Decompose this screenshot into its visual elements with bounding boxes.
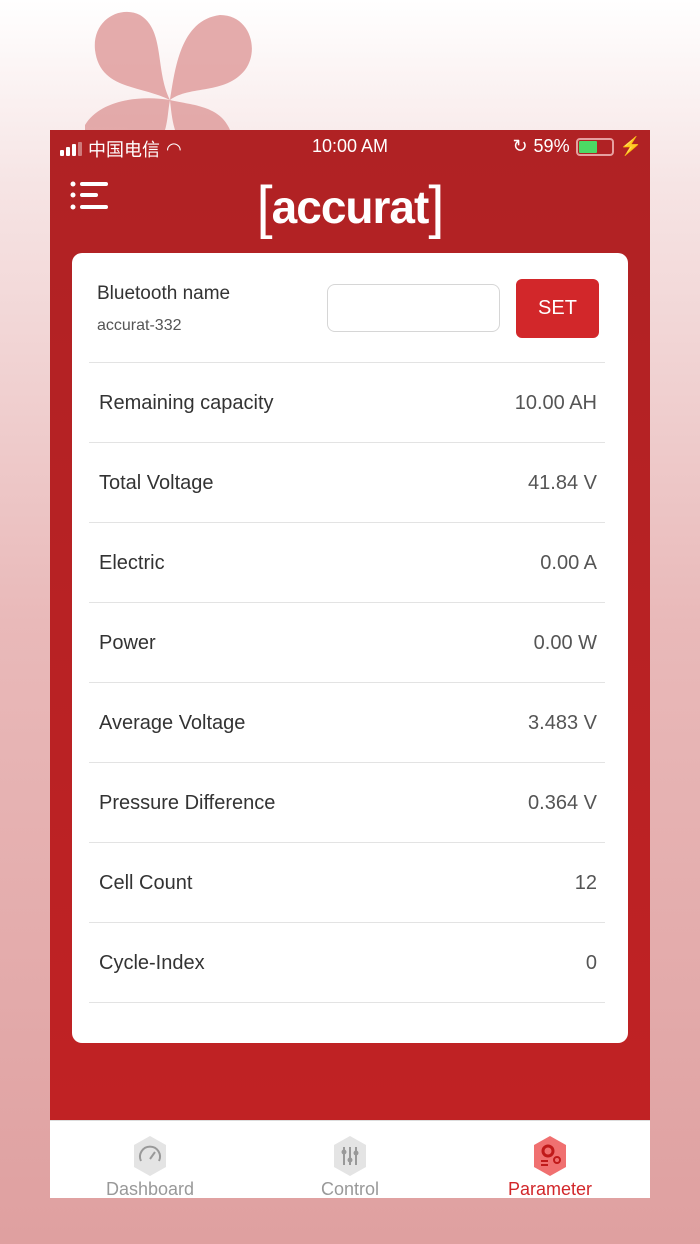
app-screen: 中国电信 ◠ 10:00 AM ↻ 59% ⚡ [accurat] Blueto… bbox=[50, 130, 650, 1120]
parameter-label: Electric bbox=[99, 552, 165, 574]
sliders-icon bbox=[334, 1136, 366, 1176]
tab-label: Dashboard bbox=[105, 1179, 195, 1199]
parameter-value: 41.84 V bbox=[528, 472, 597, 494]
time: 10:00 AM bbox=[311, 136, 389, 156]
parameter-row: Pressure Difference 0.364 V bbox=[89, 763, 605, 843]
tab-parameter[interactable]: Parameter bbox=[450, 1121, 650, 1199]
parameter-value: 0.00 A bbox=[540, 552, 597, 574]
parameter-label: Power bbox=[99, 632, 156, 654]
bluetooth-name-label: Bluetooth name bbox=[97, 283, 231, 304]
parameter-card: Bluetooth name accurat-332 SET Remaining… bbox=[72, 253, 628, 1043]
parameter-value: 10.00 AH bbox=[514, 392, 597, 414]
parameter-value: 0.00 W bbox=[533, 632, 597, 654]
tab-dashboard[interactable]: Dashboard bbox=[50, 1121, 250, 1199]
battery-icon bbox=[575, 137, 614, 156]
parameter-value: 3.483 V bbox=[528, 712, 597, 734]
parameter-label: Total Voltage bbox=[99, 472, 214, 494]
bluetooth-name-section: Bluetooth name accurat-332 SET bbox=[89, 253, 605, 363]
parameter-row: Electric 0.00 A bbox=[89, 523, 605, 603]
parameter-row: Power 0.00 W bbox=[89, 603, 605, 683]
menu-icon[interactable] bbox=[70, 180, 110, 214]
gauge-icon bbox=[134, 1136, 166, 1176]
fan-logo-decoration bbox=[85, 11, 252, 130]
parameter-label: Cycle-Index bbox=[99, 952, 205, 974]
parameter-label: Pressure Difference bbox=[99, 792, 276, 814]
bluetooth-name-input[interactable] bbox=[327, 284, 500, 332]
parameter-label: Average Voltage bbox=[99, 712, 246, 734]
tab-label: Control bbox=[320, 1179, 380, 1199]
tab-control[interactable]: Control bbox=[250, 1121, 450, 1199]
tab-bar: Dashboard Control Parameter bbox=[50, 1120, 650, 1199]
parameter-label: Remaining capacity bbox=[99, 392, 274, 414]
parameter-value: 12 bbox=[574, 872, 597, 894]
parameter-row: Cycle-Index 0 bbox=[89, 923, 605, 1003]
parameter-label: Cell Count bbox=[99, 872, 193, 894]
charging-icon: ⚡ bbox=[619, 136, 642, 156]
battery-percent: 59% bbox=[533, 136, 570, 156]
tab-label: Parameter bbox=[507, 1179, 593, 1199]
status-bar: 中国电信 ◠ 10:00 AM ↻ 59% ⚡ bbox=[50, 130, 650, 162]
rotation-lock-icon: ↻ bbox=[512, 136, 528, 156]
parameter-row: Total Voltage 41.84 V bbox=[89, 443, 605, 523]
bluetooth-current-name: accurat-332 bbox=[97, 317, 182, 334]
parameter-row: Remaining capacity 10.00 AH bbox=[89, 363, 605, 443]
signal-icon bbox=[60, 142, 82, 156]
carrier: 中国电信 bbox=[88, 140, 160, 160]
gears-icon bbox=[534, 1136, 566, 1176]
parameter-value: 0 bbox=[585, 952, 597, 974]
parameter-value: 0.364 V bbox=[528, 792, 597, 814]
parameter-row: Cell Count 12 bbox=[89, 843, 605, 923]
parameter-row: Average Voltage 3.483 V bbox=[89, 683, 605, 763]
set-button[interactable]: SET bbox=[516, 279, 599, 338]
wifi-icon: ◠ bbox=[166, 138, 182, 159]
brand-logo: [accurat] bbox=[256, 175, 445, 240]
